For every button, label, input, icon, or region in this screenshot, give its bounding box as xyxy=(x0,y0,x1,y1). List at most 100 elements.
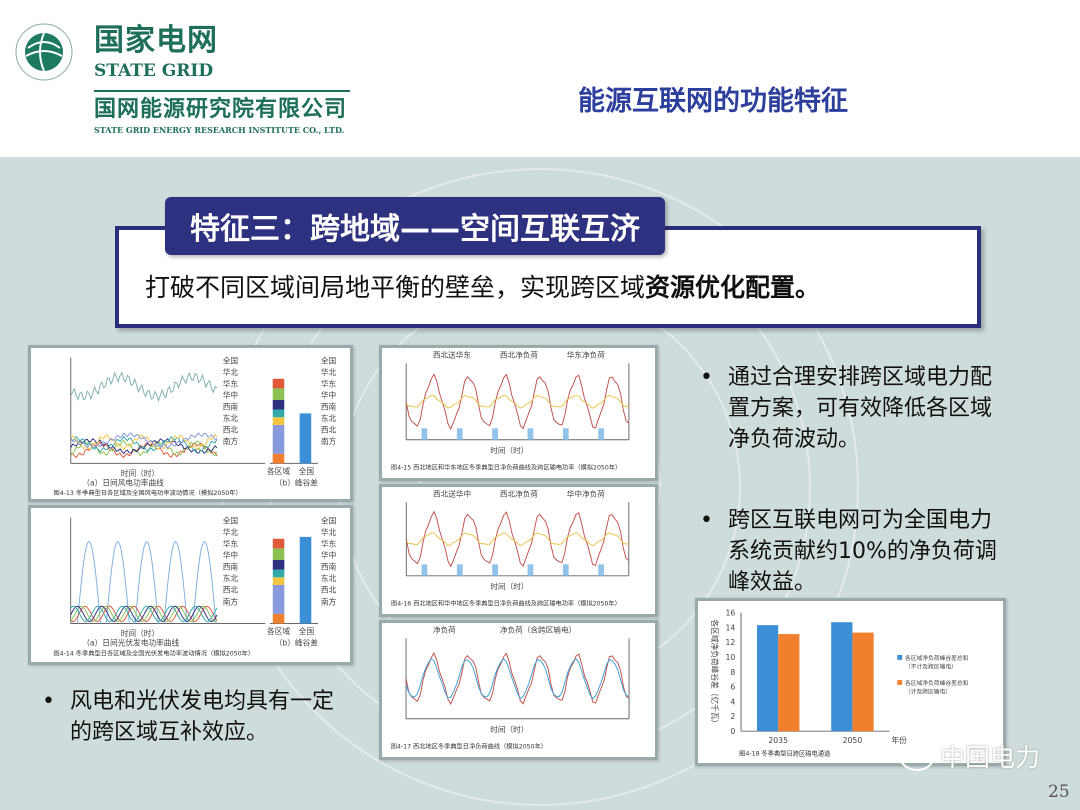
feature-text-bold: 资源优化配置。 xyxy=(645,273,821,302)
slide-title: 能源互联网的功能特征 xyxy=(578,86,848,117)
stack-legend-item: 华中 xyxy=(321,550,336,560)
legend-item: 华中 xyxy=(223,550,238,560)
transfer-bar xyxy=(456,564,463,576)
bar-2050-2 xyxy=(852,632,874,732)
legend-item: 华北 xyxy=(223,367,239,377)
transfer-bar xyxy=(421,564,428,576)
national-bar xyxy=(299,413,312,464)
legend-item: 净负荷 xyxy=(433,625,456,635)
legend-label: 各区域净负荷峰谷差总和 xyxy=(905,679,969,687)
legend-item: 西南 xyxy=(223,402,239,412)
bar-2050-1 xyxy=(831,622,853,732)
stack-legend-item: 华东 xyxy=(321,378,337,388)
region-curve xyxy=(70,605,218,623)
legend-item: 华北 xyxy=(223,527,239,537)
legend-item: 南方 xyxy=(223,436,239,446)
stack-segment xyxy=(272,613,285,624)
x-axis-label: 时间（时） xyxy=(490,724,528,734)
feature-text: 打破不同区域间局地平衡的壁垒，实现跨区域资源优化配置。 xyxy=(145,272,820,304)
stack-segment xyxy=(272,548,285,560)
x-axis-label: 时间（时） xyxy=(121,628,159,638)
stack-legend-item: 华中 xyxy=(321,390,336,400)
stack-segment xyxy=(272,378,285,389)
stack-legend-item: 华北 xyxy=(321,527,337,537)
transfer-bar xyxy=(527,564,534,576)
stack-x-label: 全国 xyxy=(299,626,315,636)
y-tick-label: 8 xyxy=(730,668,735,677)
y-tick-label: 2 xyxy=(730,712,735,721)
legend-item: 南方 xyxy=(223,596,239,606)
stack-legend-item: 华东 xyxy=(321,539,337,549)
stack-segment xyxy=(272,424,285,454)
y-tick-label: 4 xyxy=(730,697,735,706)
net-load-curve xyxy=(405,510,630,568)
logo-divider xyxy=(94,90,350,92)
legend-item: 全国 xyxy=(223,515,239,525)
legend-swatch xyxy=(897,680,903,685)
feature-tab: 特征三：跨地域——空间互联互济 xyxy=(165,197,665,255)
secondary-curve xyxy=(405,394,629,409)
company-en: STATE GRID ENERGY RESEARCH INSTITUTE CO.… xyxy=(94,125,345,135)
page-number: 25 xyxy=(1048,782,1070,802)
stack-segment xyxy=(272,453,285,464)
stack-segment xyxy=(272,577,285,585)
transfer-bar xyxy=(492,428,498,440)
stack-legend-item: 东北 xyxy=(321,573,337,583)
secondary-curve xyxy=(405,658,630,700)
caption: 图4-13 冬季典型日各区域及全国风电功率波动情况（模拟2050年） xyxy=(53,488,241,497)
secondary-curve xyxy=(406,532,629,547)
stack-legend-item: 西北 xyxy=(321,426,337,435)
legend-item: 华中净负荷 xyxy=(567,489,606,499)
stack-x-label: 各区域 xyxy=(267,466,290,476)
transfer-bar xyxy=(527,428,534,440)
watermark: 中国电力 xyxy=(900,744,1040,772)
legend-item: 西北送华中 xyxy=(433,489,471,499)
bullet-text: 风电和光伏发电均具有一定的跨区域互补效应。 xyxy=(70,689,335,745)
x-axis-label: 时间（时） xyxy=(121,468,159,478)
solar-curve xyxy=(192,541,217,624)
legend-swatch xyxy=(897,655,903,660)
caption: 图4-16 西北地区和华中地区冬季典型日净负荷曲线及跨区输电功率（模拟2050年… xyxy=(391,599,621,607)
transfer-bar xyxy=(598,564,604,576)
legend-item: 东北 xyxy=(223,413,239,423)
figure-4-17: 净负荷 净负荷（含跨区输电） 时间（时） 图4-17 西北地区冬季典型日净负荷曲线（模… xyxy=(379,620,658,760)
legend-item: 西北净负荷 xyxy=(500,350,539,360)
bullet-left: • 风电和光伏发电均具有一定的跨区域互补效应。 xyxy=(42,686,342,748)
x-axis-label: 年份 xyxy=(891,735,907,745)
figure-4-18-bar-chart: 0 2 4 6 8 10 12 14 16 各区域净负荷峰谷差（亿千瓦） 2035 2050 年份 各区域… xyxy=(695,598,1006,766)
y-axis-label: 各区域净负荷峰谷差（亿千瓦） xyxy=(710,619,720,727)
legend-item: 西北送华东 xyxy=(433,350,472,360)
legend-item: 华东 xyxy=(223,378,239,388)
stack-x-label: 各区域 xyxy=(267,626,290,636)
stack-legend-item: 南方 xyxy=(321,436,337,446)
subcaption-a: （a）日间风电功率曲线 xyxy=(82,478,164,488)
stack-segment xyxy=(272,409,285,418)
subcaption-b: （b）峰谷差 xyxy=(275,478,319,488)
bar-2035-1 xyxy=(756,625,779,732)
legend-label: 各区域净负荷峰谷差总和 xyxy=(905,654,969,662)
stack-segment xyxy=(272,388,285,400)
stack-legend-item: 全国 xyxy=(321,355,337,365)
legend-item: 华东 xyxy=(223,539,239,549)
feature-text-plain: 打破不同区域间局地平衡的壁垒，实现跨区域 xyxy=(145,273,646,302)
bullet-marker: • xyxy=(700,508,713,533)
stack-segment xyxy=(272,559,285,570)
solar-curve xyxy=(76,541,101,624)
national-bar xyxy=(299,536,312,624)
logo-en: STATE GRID xyxy=(94,61,214,81)
stack-legend-item: 西北 xyxy=(321,586,337,595)
legend-item: 全国 xyxy=(223,355,239,365)
caption: 图4-15 西北地区和华东地区冬季典型日净负荷曲线及跨区输电功率（模拟2050年… xyxy=(391,463,621,471)
x-axis-label: 时间（时） xyxy=(490,445,528,455)
region-curve xyxy=(70,433,218,451)
region-curve xyxy=(70,432,218,449)
legend-item: 华东净负荷 xyxy=(567,350,606,360)
stack-segment xyxy=(272,538,285,549)
figure-4-13-wind: 全国 华北 华东 华中 西南 东北 西北 南方 时间（时） （a）日间风电功率曲线 （b）峰谷差 图4… xyxy=(28,345,353,502)
region-curve xyxy=(70,435,218,453)
transfer-bar xyxy=(562,428,569,440)
header-band xyxy=(0,0,1080,157)
stack-segment xyxy=(272,585,285,614)
y-tick-label: 14 xyxy=(725,623,735,632)
caption: 图4-17 西北地区冬季典型日净负荷曲线（模拟2050年） xyxy=(391,742,547,750)
